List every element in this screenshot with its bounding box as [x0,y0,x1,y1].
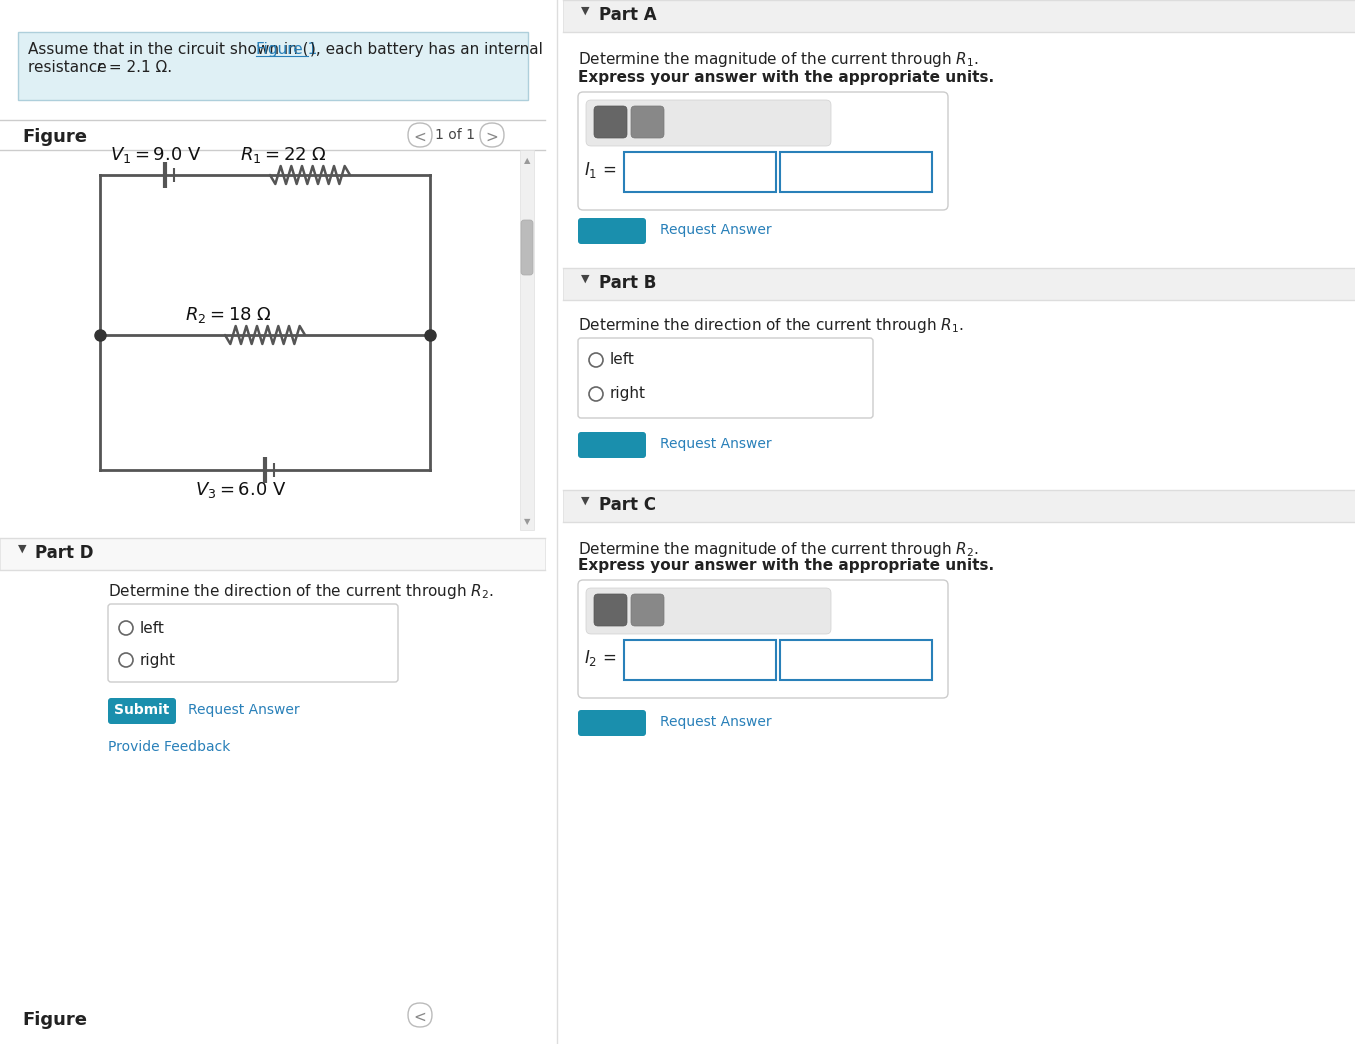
Text: Part C: Part C [599,496,656,514]
Text: ↶: ↶ [669,592,687,612]
Bar [625,152,776,192]
Bar [562,0,1355,32]
Text: ⌨: ⌨ [747,593,771,611]
Text: $V_1 = 9.0\ \mathrm{V}$: $V_1 = 9.0\ \mathrm{V}$ [110,145,202,165]
Text: ?: ? [786,593,797,612]
Text: ↶: ↶ [669,104,687,124]
Text: Part D: Part D [35,544,93,562]
FancyBboxPatch shape [579,338,873,418]
Text: ⊞: ⊞ [604,598,615,611]
Text: ▼: ▼ [524,517,530,526]
FancyBboxPatch shape [579,92,948,210]
FancyBboxPatch shape [522,220,533,275]
Text: 1 of 1: 1 of 1 [435,128,476,142]
Text: ↻: ↻ [724,104,740,123]
Text: ⌨: ⌨ [747,105,771,123]
Text: $I_2$ =: $I_2$ = [584,648,617,668]
FancyBboxPatch shape [408,123,432,147]
Text: r: r [96,60,102,75]
Text: right: right [610,386,646,401]
Text: <: < [413,130,425,145]
Text: ↷: ↷ [696,104,714,124]
Text: Request Answer: Request Answer [660,223,771,237]
Text: left: left [140,621,165,636]
Text: left: left [610,352,635,367]
Text: right: right [140,652,176,668]
FancyBboxPatch shape [579,580,948,698]
Text: Part A: Part A [599,6,657,24]
Text: Figure: Figure [22,128,87,146]
Text: ↻: ↻ [724,593,740,612]
Text: Provide Feedback: Provide Feedback [108,740,230,754]
Text: Units: Units [835,164,877,182]
FancyBboxPatch shape [108,698,176,723]
Text: Request Answer: Request Answer [660,437,771,451]
Text: ▲: ▲ [524,156,530,165]
Text: Express your answer with the appropriate units.: Express your answer with the appropriate… [579,70,995,85]
Text: ⊞: ⊞ [604,110,615,123]
FancyBboxPatch shape [631,106,664,138]
Text: Value: Value [678,652,724,670]
Text: $R_2 = 18\ \Omega$: $R_2 = 18\ \Omega$ [186,305,272,325]
Text: $R_1 = 22\ \Omega$: $R_1 = 22\ \Omega$ [240,145,327,165]
Text: >: > [485,130,497,145]
Text: Determine the magnitude of the current through $R_1$.: Determine the magnitude of the current t… [579,50,980,69]
Text: ), each battery has an internal: ), each battery has an internal [310,42,543,57]
Text: Part B: Part B [599,274,656,292]
Text: Submit: Submit [114,703,169,717]
Text: ↷: ↷ [696,592,714,612]
Text: Submit: Submit [584,223,640,237]
FancyBboxPatch shape [631,594,664,626]
Text: Express your answer with the appropriate units.: Express your answer with the appropriate… [579,557,995,573]
FancyBboxPatch shape [585,100,831,146]
Text: Request Answer: Request Answer [660,715,771,729]
Text: resistance: resistance [28,60,111,75]
Bar [562,490,1355,522]
Text: Submit: Submit [584,437,640,451]
Text: μA: μA [640,598,654,608]
FancyBboxPatch shape [593,594,627,626]
Text: ▼: ▼ [581,274,589,284]
Bar [780,152,932,192]
Text: = 2.1 Ω.: = 2.1 Ω. [104,60,172,75]
Text: <: < [413,1010,425,1025]
Text: ▼: ▼ [18,544,27,554]
Text: $V_3 = 6.0\ \mathrm{V}$: $V_3 = 6.0\ \mathrm{V}$ [195,480,286,500]
Text: Submit: Submit [584,715,640,729]
Text: $I_1$ =: $I_1$ = [584,160,617,180]
Text: Figure: Figure [22,1011,87,1029]
Text: Units: Units [835,652,877,670]
Bar [780,640,932,680]
Bar [0,538,545,570]
Text: Determine the direction of the current through $R_1$.: Determine the direction of the current t… [579,316,963,335]
FancyBboxPatch shape [579,710,646,736]
Bar [625,640,776,680]
Text: ▼: ▼ [581,496,589,506]
Text: Determine the magnitude of the current through $R_2$.: Determine the magnitude of the current t… [579,540,980,559]
Bar [520,150,534,530]
Text: Request Answer: Request Answer [188,703,299,717]
Text: Value: Value [678,164,724,182]
FancyBboxPatch shape [579,432,646,458]
FancyBboxPatch shape [585,588,831,634]
FancyBboxPatch shape [593,106,627,138]
Text: Determine the direction of the current through $R_2$.: Determine the direction of the current t… [108,582,493,601]
FancyBboxPatch shape [408,1003,432,1027]
Text: Figure 1: Figure 1 [256,42,317,57]
Text: Assume that in the circuit shown in (: Assume that in the circuit shown in ( [28,42,309,57]
FancyBboxPatch shape [579,218,646,244]
Text: μA: μA [640,110,654,120]
Text: ?: ? [786,104,797,123]
Bar [18,32,528,100]
Bar [562,268,1355,300]
Text: ▼: ▼ [581,6,589,16]
FancyBboxPatch shape [108,604,398,682]
FancyBboxPatch shape [480,123,504,147]
